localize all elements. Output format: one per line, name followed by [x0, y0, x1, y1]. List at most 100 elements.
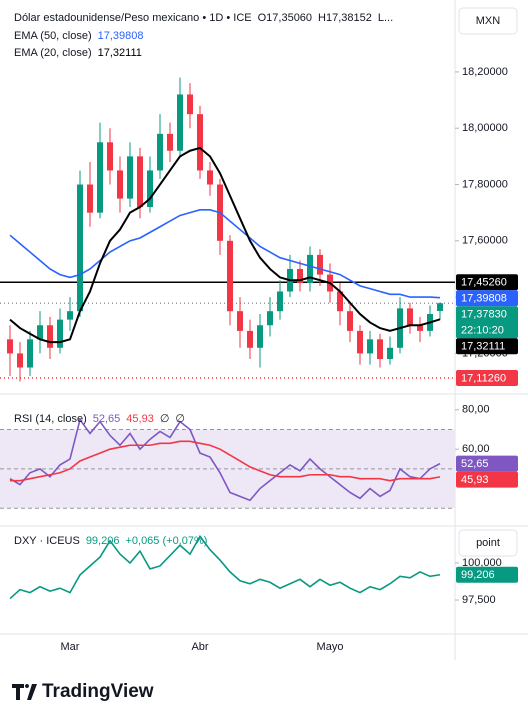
logo: TradingView: [12, 681, 154, 702]
candle-body: [347, 311, 353, 331]
legend-extra: ∅: [160, 413, 170, 425]
candle-body: [147, 170, 153, 208]
candle-body: [317, 254, 323, 275]
candle-body: [157, 133, 163, 171]
candle-body: [337, 291, 343, 312]
candle-body: [127, 156, 133, 199]
ohlc-value: O17,35060: [258, 12, 312, 24]
candle-body: [227, 240, 233, 312]
candle-body: [297, 268, 303, 284]
series-line: [10, 440, 441, 482]
candle-body: [307, 254, 313, 284]
candle-body: [167, 133, 173, 151]
y-tick-label: 97,500: [462, 594, 496, 606]
y-tick-label: 17,80000: [462, 178, 508, 190]
candle-body: [407, 308, 413, 326]
legend-name: RSI (14, close): [14, 413, 87, 425]
candle-body: [417, 325, 423, 331]
candle-body: [77, 184, 83, 312]
candle-body: [27, 339, 33, 368]
price-tag: 52,65: [456, 455, 518, 472]
price-tag-label: 17,37830: [461, 309, 507, 321]
legend-value: 45,93: [126, 413, 154, 425]
price-tag-bg: [456, 471, 518, 488]
price-tag-label: 17,32111: [461, 341, 505, 353]
candle-body: [187, 94, 193, 115]
price-tag: 17,37830 22:10:20: [456, 306, 518, 339]
ohlc-value: H17,38152: [318, 12, 372, 24]
price-tag-label: 17,45260: [461, 277, 507, 289]
legend-extra: ∅: [175, 413, 185, 425]
candle-body: [107, 142, 113, 171]
candle-body: [7, 339, 13, 354]
price-tag-countdown: 22:10:20: [461, 325, 504, 337]
price-tag: 17,39808: [456, 290, 518, 307]
candle-body: [247, 330, 253, 348]
price-tag-label: 45,93: [461, 474, 489, 486]
candle-body: [117, 170, 123, 199]
candle-body: [177, 94, 183, 151]
candle-body: [437, 303, 443, 312]
legend-value: 99,206: [86, 535, 120, 547]
scale-button[interactable]: [458, 529, 518, 557]
candle-body: [387, 347, 393, 360]
candle-body: [47, 325, 53, 348]
y-tick-label: 18,20000: [462, 66, 508, 78]
candle-body: [197, 114, 203, 171]
legend-value: 52,65: [93, 413, 121, 425]
candle-body: [137, 156, 143, 208]
y-tick-label: 60,00: [462, 443, 490, 455]
candle-body: [357, 330, 363, 354]
series-line: [9, 417, 441, 502]
candle-body: [257, 325, 263, 348]
candle-body: [367, 339, 373, 354]
candle-body: [207, 170, 213, 185]
x-tick-label: Mar: [61, 641, 80, 653]
price-tag-label: 99,206: [461, 569, 495, 581]
candle-body: [237, 311, 243, 331]
legend-value: 17,39808: [98, 30, 144, 42]
price-tag-bg: [456, 290, 518, 307]
candle-body: [57, 319, 63, 348]
price-tag: 99,206: [456, 566, 518, 583]
price-tag-bg: [456, 274, 518, 291]
price-tag-bg: [456, 370, 518, 387]
series-line: [9, 209, 441, 299]
price-tag-label: 17,39808: [461, 293, 507, 305]
price-tag-bg: [456, 566, 518, 583]
legend-name: EMA (50, close): [14, 30, 92, 42]
price-tag: 17,11260: [456, 370, 518, 387]
y-tick-label: 17,60000: [462, 235, 508, 247]
legend-name: DXY · ICEUS: [14, 535, 80, 547]
x-tick-label: Abr: [191, 641, 208, 653]
series-line: [9, 146, 441, 344]
candle-body: [17, 353, 23, 368]
currency-label: MXN: [476, 15, 501, 27]
candle-body: [277, 291, 283, 312]
y-tick-label: 18,00000: [462, 122, 508, 134]
ohlc-value: L...: [378, 12, 393, 24]
scale-label: point: [476, 537, 500, 549]
price-tag-bg: [456, 455, 518, 472]
price-tag-label: 17,11260: [461, 372, 506, 384]
price-tag-label: 52,65: [461, 458, 489, 470]
price-tag: 17,32111: [456, 338, 518, 355]
legend-name: EMA (20, close): [14, 47, 92, 59]
y-tick-label: 80,00: [462, 404, 490, 416]
price-tag: 17,45260: [456, 274, 518, 291]
candle-body: [67, 311, 73, 320]
candle-body: [87, 184, 93, 213]
logo-icon: [12, 683, 37, 700]
price-tag-bg: [456, 338, 518, 355]
symbol-title: Dólar estadounidense/Peso mexicano • 1D …: [14, 12, 252, 24]
candle-body: [377, 339, 383, 360]
x-tick-label: Mayo: [317, 641, 344, 653]
candle-body: [37, 325, 43, 340]
legend-change: +0,065 (+0,07%): [125, 535, 207, 547]
legend-value: 17,32111: [98, 47, 142, 59]
currency-button[interactable]: [458, 7, 518, 35]
series-line: [9, 534, 441, 600]
y-tick-label: 100,000: [462, 557, 502, 569]
